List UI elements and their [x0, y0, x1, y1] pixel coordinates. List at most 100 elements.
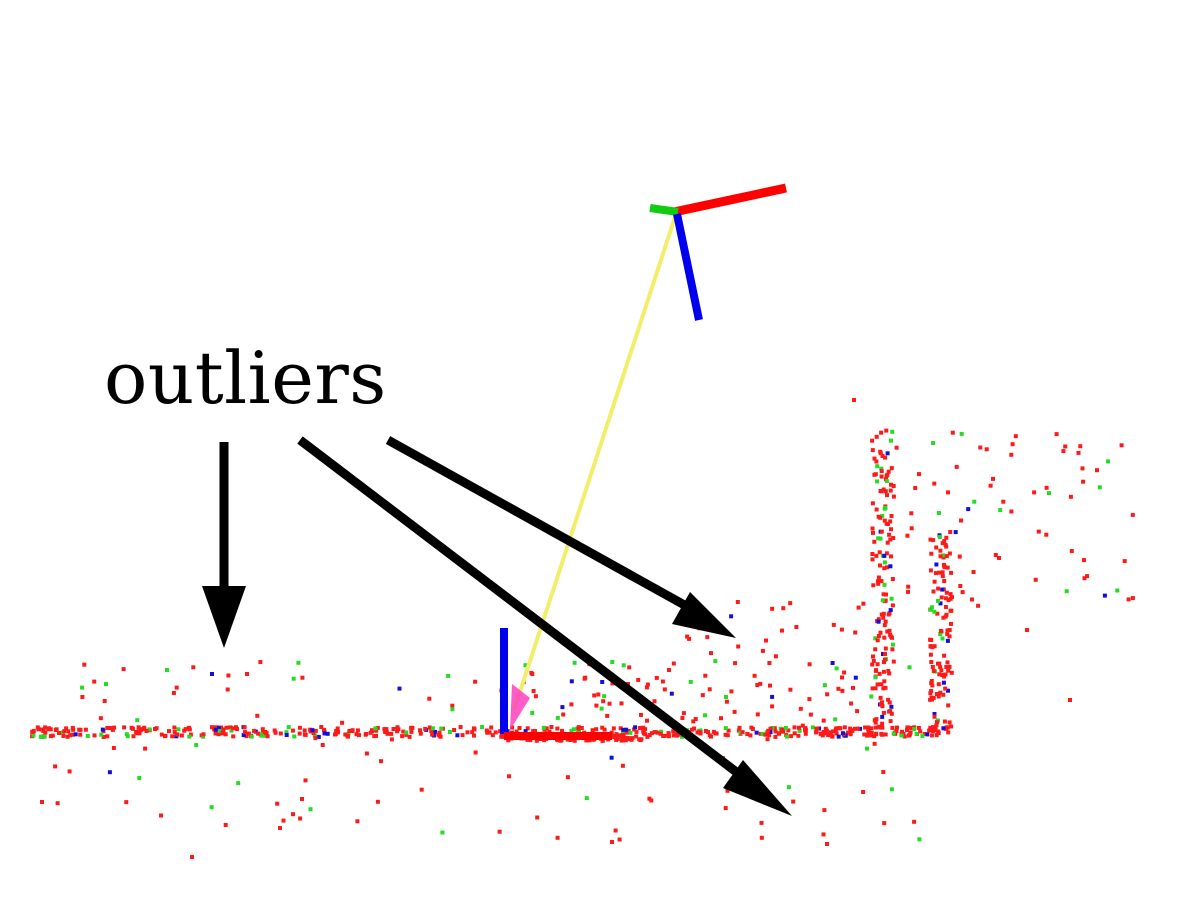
cloud-point: [724, 699, 729, 704]
cloud-point: [928, 691, 933, 696]
cloud-point: [776, 731, 781, 736]
outliers-label: outliers: [104, 336, 387, 420]
cloud-point: [818, 732, 823, 737]
cloud-point: [945, 628, 950, 633]
cloud-point: [891, 659, 896, 664]
cloud-point: [611, 734, 616, 739]
cloud-point: [883, 732, 888, 737]
cloud-point: [825, 692, 830, 697]
cloud-point: [107, 726, 112, 730]
cloud-point: [724, 695, 728, 699]
cloud-point: [725, 733, 730, 738]
cloud-point: [875, 662, 880, 667]
cloud-point: [885, 629, 890, 634]
cloud-point: [970, 597, 974, 602]
cloud-point: [583, 675, 588, 680]
cloud-point: [693, 717, 698, 721]
cloud-point: [647, 733, 652, 738]
cloud-point: [874, 717, 879, 722]
cloud-point: [723, 806, 728, 811]
point-cloud: [30, 398, 1135, 859]
cloud-point: [473, 750, 478, 755]
cloud-point: [209, 725, 214, 730]
cloud-point: [880, 732, 885, 737]
cloud-point: [853, 630, 858, 635]
cloud-point: [937, 535, 942, 539]
cloud-point: [201, 732, 206, 737]
cloud-point: [950, 430, 955, 435]
cloud-point: [507, 774, 511, 779]
cloud-point: [529, 670, 534, 675]
cloud-point: [533, 729, 537, 733]
cloud-point: [669, 691, 674, 696]
cloud-point: [909, 526, 914, 531]
cloud-point: [789, 734, 794, 739]
cloud-point: [300, 675, 305, 680]
cloud-point: [322, 731, 327, 736]
cloud-point: [465, 730, 470, 735]
cloud-point: [692, 726, 697, 731]
cloud-point: [446, 673, 451, 678]
cloud-point: [460, 733, 465, 738]
cloud-point: [1082, 576, 1087, 581]
cloud-point: [773, 734, 778, 739]
cloud-point: [373, 726, 378, 731]
cloud-point: [949, 670, 954, 675]
cloud-point: [928, 652, 933, 657]
cloud-point: [931, 589, 936, 594]
cloud-point: [941, 562, 946, 567]
cloud-point: [882, 560, 887, 565]
cloud-point: [558, 738, 563, 743]
cloud-point: [931, 669, 936, 673]
cloud-point: [533, 694, 538, 699]
cloud-point: [107, 770, 112, 775]
cloud-point: [879, 430, 884, 435]
cloud-point: [876, 579, 881, 584]
cloud-point: [821, 730, 826, 734]
cloud-point: [249, 734, 254, 739]
cloud-point: [788, 601, 793, 606]
cloud-point: [67, 769, 72, 774]
cloud-point: [873, 720, 878, 725]
cloud-point: [594, 703, 599, 708]
cloud-point: [879, 725, 884, 730]
cloud-point: [831, 729, 836, 734]
cloud-point: [878, 515, 883, 520]
cloud-point: [988, 483, 993, 488]
cloud-point: [940, 541, 945, 546]
cloud-point: [427, 696, 432, 701]
cloud-point: [571, 727, 576, 732]
cloud-point: [600, 725, 605, 730]
cloud-point: [605, 713, 610, 718]
cloud-point: [183, 727, 188, 732]
cloud-point: [105, 734, 110, 739]
cloud-point: [886, 669, 891, 673]
cloud-point: [949, 724, 954, 729]
cloud-point: [260, 727, 265, 732]
cloud-point: [878, 449, 883, 454]
cloud-point: [1001, 499, 1006, 504]
cloud-point: [770, 606, 775, 611]
cloud-point: [755, 683, 760, 687]
cloud-point: [808, 712, 813, 717]
cloud-point: [879, 466, 884, 471]
cloud-point: [869, 733, 874, 738]
cloud-point: [934, 562, 939, 567]
cloud-point: [870, 662, 875, 667]
cloud-point: [389, 737, 394, 742]
cloud-point: [749, 725, 754, 730]
cloud-point: [122, 725, 127, 730]
cloud-point: [873, 668, 878, 673]
cloud-point: [773, 654, 778, 659]
cloud-point: [870, 552, 875, 556]
cloud-point: [879, 529, 884, 534]
cloud-point: [523, 729, 528, 734]
cloud-point: [917, 472, 921, 477]
cloud-point: [888, 537, 893, 542]
cloud-point: [723, 732, 728, 737]
cloud-point: [872, 741, 877, 746]
cloud-point: [615, 736, 619, 741]
cloud-point: [882, 506, 887, 511]
cloud-point: [322, 727, 326, 732]
cloud-point: [671, 661, 676, 666]
